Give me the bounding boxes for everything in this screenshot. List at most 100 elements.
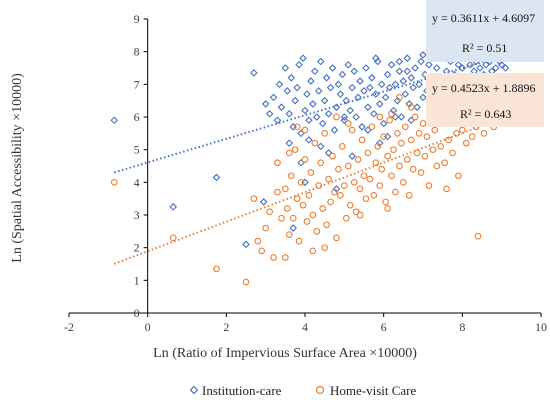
trendline	[113, 52, 510, 174]
data-point	[405, 192, 413, 199]
data-point	[348, 83, 356, 92]
data-point	[342, 96, 351, 105]
data-point	[354, 156, 362, 163]
x-tick-label: 10	[535, 320, 547, 334]
data-point	[250, 195, 258, 203]
data-point	[340, 113, 349, 121]
data-point	[309, 100, 317, 108]
data-point	[396, 94, 403, 101]
data-point	[311, 139, 319, 147]
data-point	[266, 208, 273, 216]
data-point	[383, 70, 392, 79]
data-point	[242, 240, 250, 249]
data-point	[437, 143, 445, 150]
data-point	[344, 120, 352, 127]
data-point	[497, 60, 506, 69]
data-point	[380, 133, 388, 140]
data-point	[405, 100, 414, 108]
circle-icon	[315, 385, 325, 395]
data-point	[273, 116, 282, 125]
data-point	[301, 178, 309, 187]
data-point	[397, 113, 406, 121]
data-point	[356, 211, 364, 219]
data-point	[324, 149, 333, 157]
data-point	[449, 149, 456, 157]
legend: Institution-care Home-visit Care	[189, 383, 417, 398]
data-point	[297, 129, 305, 138]
legend-label-homevisit: Home-visit Care	[330, 383, 417, 398]
data-point	[285, 139, 294, 147]
data-point	[364, 103, 372, 111]
data-point	[303, 90, 311, 98]
data-point	[301, 126, 309, 134]
data-point	[287, 74, 296, 82]
y-tick-label: 7	[134, 77, 140, 91]
data-point	[401, 123, 409, 131]
data-point	[366, 83, 374, 92]
data-point	[391, 113, 400, 121]
data-point	[285, 149, 293, 157]
x-tick-label: 0	[145, 320, 151, 334]
data-point	[328, 64, 337, 72]
x-tick-label: 6	[381, 320, 387, 334]
data-point	[322, 74, 331, 82]
data-point	[338, 70, 347, 79]
data-point	[388, 172, 395, 180]
data-point	[431, 126, 439, 134]
data-point	[281, 254, 289, 261]
equation-homevisit: y = 0.4523x + 1.8896	[432, 81, 536, 95]
data-point	[309, 211, 317, 219]
legend-label-institution: Institution-care	[202, 383, 282, 398]
data-point	[344, 60, 353, 69]
data-point	[331, 188, 338, 196]
data-point	[480, 129, 488, 137]
data-point	[458, 126, 466, 134]
data-point	[458, 64, 467, 72]
data-point	[441, 159, 448, 167]
data-point	[423, 133, 431, 140]
data-point	[295, 60, 303, 69]
data-point	[318, 119, 327, 128]
data-point	[455, 172, 462, 180]
data-point	[453, 129, 460, 137]
data-point	[501, 64, 510, 72]
data-point	[289, 123, 297, 131]
data-point	[443, 185, 450, 193]
data-point	[110, 178, 118, 186]
y-tick-label: 8	[134, 45, 140, 59]
data-point	[287, 172, 295, 180]
data-point	[354, 93, 362, 102]
data-point	[289, 214, 297, 222]
data-point	[311, 67, 319, 76]
y-tick-label: 3	[134, 208, 140, 222]
data-point	[468, 133, 476, 140]
data-point	[384, 205, 391, 212]
r2-institution: R² = 0.51	[462, 41, 507, 55]
data-point	[332, 185, 341, 193]
data-point	[372, 54, 380, 62]
data-point	[425, 182, 433, 189]
data-point	[360, 87, 368, 95]
data-point	[454, 60, 463, 69]
data-point	[385, 83, 394, 92]
data-point	[342, 214, 350, 222]
data-point	[316, 57, 325, 66]
y-tick-label: 9	[134, 12, 140, 26]
data-point	[348, 152, 356, 160]
data-point	[169, 203, 178, 211]
data-point	[419, 51, 427, 59]
data-point	[403, 54, 412, 62]
y-axis-title: Ln (Spatial Accessibility ×10000)	[10, 73, 25, 263]
data-point	[375, 100, 384, 108]
equation-box-homevisit: y = 0.4523x + 1.8896 R² = 0.643	[426, 73, 544, 127]
data-point	[317, 159, 325, 167]
data-point	[358, 123, 366, 131]
data-point	[340, 182, 348, 189]
data-point	[327, 198, 334, 206]
data-point	[297, 178, 305, 186]
data-point	[289, 224, 297, 232]
data-point	[474, 232, 482, 240]
data-point	[429, 146, 437, 154]
data-point	[399, 178, 407, 186]
data-point	[316, 142, 325, 151]
